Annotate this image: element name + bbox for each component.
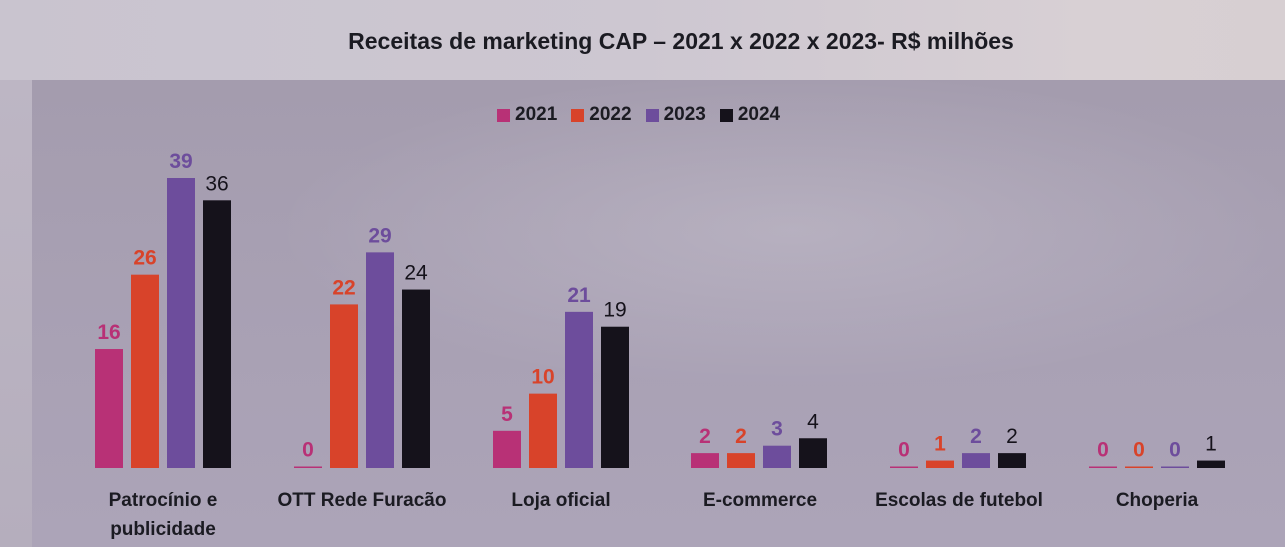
data-label-escolas-2021: 0 bbox=[898, 439, 910, 462]
legend-label-2021: 2021 bbox=[515, 104, 558, 125]
category-label-escolas: Escolas de futebol bbox=[875, 490, 1043, 511]
category-label-ecommerce: E-commerce bbox=[702, 490, 818, 511]
bar-ecommerce-2021 bbox=[691, 453, 719, 468]
title-band bbox=[0, 0, 1285, 80]
bar-choperia-2023 bbox=[1161, 466, 1189, 468]
bar-ecommerce-2023 bbox=[763, 445, 791, 468]
data-label-ecommerce-2022: 2 bbox=[735, 425, 747, 448]
data-label-loja-2021: 5 bbox=[501, 403, 513, 426]
legend-swatch-2021 bbox=[497, 108, 510, 122]
data-label-ecommerce-2021: 2 bbox=[699, 425, 711, 448]
bar-ott-2022 bbox=[330, 304, 358, 468]
data-label-patrocinio-2021: 16 bbox=[97, 321, 120, 344]
bar-choperia-2022 bbox=[1125, 466, 1153, 468]
legend-item-2023: 2023 bbox=[645, 104, 706, 126]
legend-swatch-2024 bbox=[719, 108, 733, 122]
data-label-escolas-2024: 2 bbox=[1006, 425, 1018, 448]
bar-loja-2022 bbox=[529, 393, 557, 468]
legend-swatch-2022 bbox=[571, 108, 585, 122]
category-label-patrocinio: Patrocínio e publicidade bbox=[108, 490, 218, 540]
data-label-choperia-2021: 0 bbox=[1097, 439, 1109, 462]
data-label-loja-2023: 21 bbox=[567, 284, 591, 307]
bar-choperia-2024 bbox=[1197, 460, 1225, 468]
bar-patrocinio-2024 bbox=[203, 200, 231, 469]
data-label-loja-2024: 19 bbox=[603, 299, 626, 322]
bar-patrocinio-2021 bbox=[95, 349, 123, 468]
data-label-ott-2022: 22 bbox=[332, 276, 355, 299]
bar-ecommerce-2022 bbox=[727, 453, 755, 468]
data-label-patrocinio-2024: 36 bbox=[205, 172, 228, 195]
bar-loja-2023 bbox=[565, 311, 593, 468]
chart-panel bbox=[32, 80, 1285, 547]
bar-ott-2023 bbox=[366, 252, 394, 468]
data-label-patrocinio-2022: 26 bbox=[133, 247, 156, 270]
data-label-choperia-2022: 0 bbox=[1133, 439, 1145, 462]
data-label-patrocinio-2023: 39 bbox=[169, 150, 192, 173]
bar-loja-2021 bbox=[493, 430, 521, 468]
data-label-choperia-2023: 0 bbox=[1169, 439, 1181, 462]
data-label-ecommerce-2023: 3 bbox=[771, 418, 783, 441]
bar-ecommerce-2024 bbox=[799, 438, 827, 468]
data-label-choperia-2024: 1 bbox=[1205, 433, 1217, 456]
legend-label-2022: 2022 bbox=[589, 104, 632, 125]
bar-patrocinio-2023 bbox=[167, 178, 195, 468]
data-label-ott-2024: 24 bbox=[404, 262, 428, 285]
bar-escolas-2022 bbox=[926, 460, 954, 468]
data-label-escolas-2023: 2 bbox=[970, 425, 982, 448]
bar-escolas-2023 bbox=[962, 453, 990, 468]
legend-item-2021: 2021 bbox=[497, 104, 557, 126]
legend-label-2023: 2023 bbox=[663, 104, 706, 125]
legend-label-2024: 2024 bbox=[737, 104, 781, 125]
bar-ott-2024 bbox=[402, 289, 430, 468]
bar-escolas-2021 bbox=[890, 466, 918, 468]
bar-patrocinio-2022 bbox=[131, 274, 159, 468]
category-label-loja: Loja oficial bbox=[511, 490, 611, 511]
data-label-escolas-2022: 1 bbox=[934, 433, 946, 456]
data-label-ott-2023: 29 bbox=[368, 224, 391, 247]
category-label-ott: OTT Rede Furacão bbox=[277, 490, 447, 511]
legend-swatch-2023 bbox=[645, 108, 659, 122]
chart-legend: 2021 2022 2023 2024 bbox=[497, 103, 780, 127]
bar-escolas-2024 bbox=[998, 453, 1026, 468]
bar-ott-2021 bbox=[294, 466, 322, 468]
data-label-ecommerce-2024: 4 bbox=[807, 410, 819, 433]
data-label-ott-2021: 0 bbox=[302, 439, 314, 462]
bar-loja-2024 bbox=[601, 326, 629, 468]
chart-title: Receitas de marketing CAP – 2021 x 2022 … bbox=[348, 28, 1014, 54]
legend-item-2022: 2022 bbox=[571, 104, 632, 126]
data-label-loja-2022: 10 bbox=[531, 366, 554, 389]
bar-choperia-2021 bbox=[1089, 466, 1117, 468]
left-edge-strip bbox=[0, 80, 32, 547]
category-label-choperia: Choperia bbox=[1115, 490, 1199, 511]
legend-item-2024: 2024 bbox=[719, 104, 781, 126]
